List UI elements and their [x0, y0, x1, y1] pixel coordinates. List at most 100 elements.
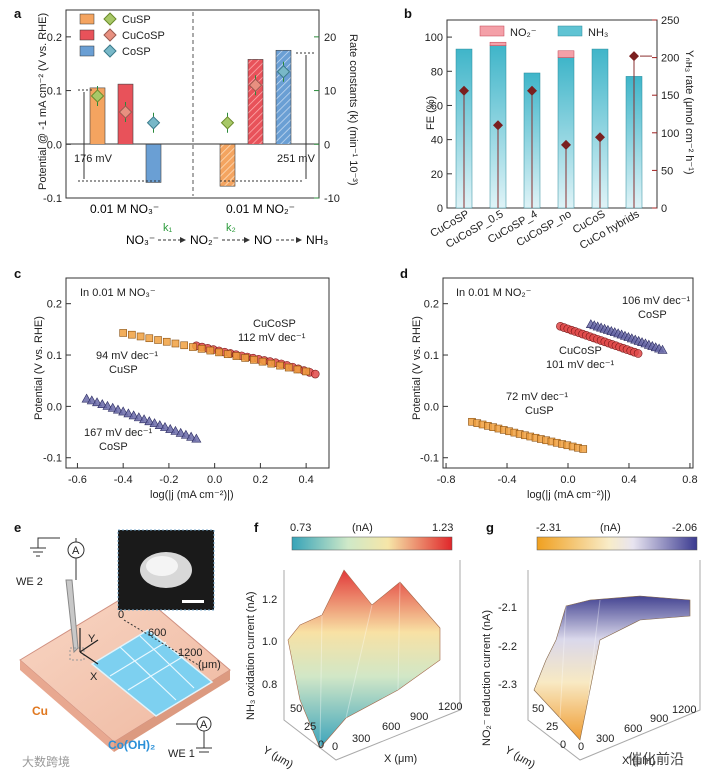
panel-a-bars: [89, 49, 292, 187]
legend-diamond-cucosp: [103, 28, 117, 42]
sem-scale-bar: [182, 600, 204, 603]
d-annot-cusp-name: CuSP: [525, 405, 554, 417]
bar-cusp-no2: [219, 143, 236, 187]
rate-marker-cusp: [220, 116, 235, 130]
legend-label-no2: NO₂⁻: [510, 27, 537, 39]
panel-d-xlabel: log(|j (mA cm⁻²)|): [527, 489, 611, 501]
sem-particle-highlight: [146, 556, 178, 576]
axis-y-arrow: [79, 639, 99, 653]
we1-ammeter-label: A: [200, 719, 208, 731]
tafel-point-cusp: [154, 336, 162, 344]
watermark-left: 大数跨境: [22, 754, 70, 769]
we2-label: WE 2: [16, 576, 43, 588]
panel-d-ylabel: Potential (V vs. RHE): [411, 316, 423, 420]
panel-g-mesh-2: [587, 599, 601, 701]
tafel-point-cusp: [579, 445, 588, 453]
c-xticklabel: -0.6: [68, 474, 87, 486]
b-left-ticklabel: 80: [431, 66, 443, 78]
axis-x-arrow: [79, 651, 99, 665]
tafel-point-cucosp: [633, 349, 643, 358]
f-ytick-25: 25: [304, 721, 316, 733]
bar-no2-fe: [557, 50, 575, 58]
c-xticklabel: 0.2: [253, 474, 268, 486]
tafel-point-cosp: [92, 397, 103, 407]
panel-e: e Y X 0 600 1200 (μm) A WE 2: [14, 520, 231, 760]
panel-b-left-axis: 100 80 60 40 20 0: [425, 32, 452, 215]
c-xticklabel: 0.4: [298, 474, 313, 486]
legend-diamond-cosp: [103, 44, 117, 58]
we1-label: WE 1: [168, 748, 195, 760]
panel-f-surface: [287, 569, 441, 749]
scheme-arrowhead-2: [244, 237, 250, 243]
g-xtick-1200: 1200: [672, 704, 696, 716]
scheme-k2: k₂: [226, 222, 236, 234]
axis-y-label: Y: [88, 633, 96, 645]
scheme-arrowhead-1: [180, 237, 186, 243]
tafel-point-cusp: [302, 367, 310, 376]
panel-d-label: d: [400, 266, 408, 281]
c-yticklabel: -0.1: [43, 453, 62, 465]
panel-f-box: [283, 560, 461, 761]
panel-g-zlabel: NO₂⁻ reduction current (nA): [481, 610, 493, 746]
panel-d-title: In 0.01 M NO₂⁻: [456, 287, 532, 299]
panel-g-surface: [533, 595, 691, 741]
f-xtick-1200: 1200: [438, 701, 462, 713]
tafel-point-cosp: [657, 344, 668, 354]
tafel-point-cusp: [171, 339, 180, 348]
co-oh2-grid-1: [109, 641, 167, 677]
a-left-ticklabel: 0.2: [47, 32, 62, 44]
we2-wire-top: [37, 537, 60, 548]
f-ztick-2: 1.0: [262, 636, 277, 648]
f-ztick-3: 0.8: [262, 679, 277, 691]
tafel-point-cosp: [191, 433, 202, 443]
tafel-point-cosp: [144, 416, 155, 426]
tafel-point-cusp: [293, 365, 302, 374]
panel-g-ylabel: Y (μm): [503, 744, 538, 771]
panel-g-cbar-unit: (nA): [600, 522, 621, 534]
cu-label: Cu: [32, 704, 48, 718]
tafel-point-cosp: [165, 423, 176, 433]
yield-rate-marker: [459, 85, 469, 96]
ruler-tick-600: 600: [148, 627, 166, 639]
panel-f-xlabel: X (μm): [384, 753, 417, 765]
panel-c-ylabel: Potential (V vs. RHE): [33, 316, 45, 420]
a-right-ticklabel: 0: [324, 139, 330, 151]
panel-d-axes: -0.8 -0.4 0.0 0.4 0.8 0.2 0.1 0.0 -0.1: [420, 299, 698, 486]
a-left-ticklabel: 0.1: [47, 86, 62, 98]
tafel-point-cosp: [149, 418, 160, 428]
a-right-ticklabel: 20: [324, 32, 336, 44]
g-ztick-2: -2.2: [498, 641, 517, 653]
tafel-point-cusp: [258, 357, 267, 366]
co-oh2-grid-3: [119, 646, 177, 701]
c-xticklabel: 0.0: [207, 474, 222, 486]
a-left-ticklabel: -0.1: [43, 193, 62, 205]
rate-marker-cosp: [146, 116, 161, 130]
tafel-point-cusp: [215, 348, 223, 357]
annot-176mv: 176 mV: [74, 153, 113, 165]
d-yticklabel: 0.0: [424, 401, 439, 413]
panel-b-category-labels: CuCoSPCuCoSP_0.5CuCoSP_4CuCoSP_noCuCoSCu…: [428, 208, 641, 252]
cu-substrate-side-left: [20, 660, 114, 752]
legend-swatch-cusp: [79, 13, 95, 25]
panel-f-mesh-2: [345, 604, 373, 719]
scheme-k1: k₁: [163, 222, 173, 234]
panel-f: f 0.73 (nA) 1.23 1.2 1.0 0.8 NH₃ oxidati…: [245, 520, 462, 771]
tafel-point-cosp: [170, 425, 181, 435]
g-xtick-300: 300: [596, 733, 614, 745]
panel-f-colorbar: [291, 536, 453, 551]
legend-label-nh3: NH₃: [588, 27, 608, 39]
tafel-point-cusp: [276, 361, 284, 370]
panel-a-legend: CuSP CuCoSP CoSP: [79, 12, 165, 58]
tafel-point-cusp: [145, 334, 154, 343]
axis-x-label: X: [90, 671, 98, 683]
scheme-nh3: NH₃: [306, 233, 328, 247]
panel-c-frame: [65, 277, 330, 469]
c-xticklabel: -0.4: [114, 474, 133, 486]
rate-marker-cosp: [276, 65, 291, 79]
panel-f-cbar-min: 0.73: [290, 522, 311, 534]
b-right-ticklabel: 100: [661, 128, 679, 140]
legend-swatch-cosp: [79, 45, 95, 57]
cu-substrate-side-right: [114, 670, 230, 752]
panel-g-cbar-max: -2.06: [672, 522, 697, 534]
tafel-point-cosp: [159, 422, 171, 431]
